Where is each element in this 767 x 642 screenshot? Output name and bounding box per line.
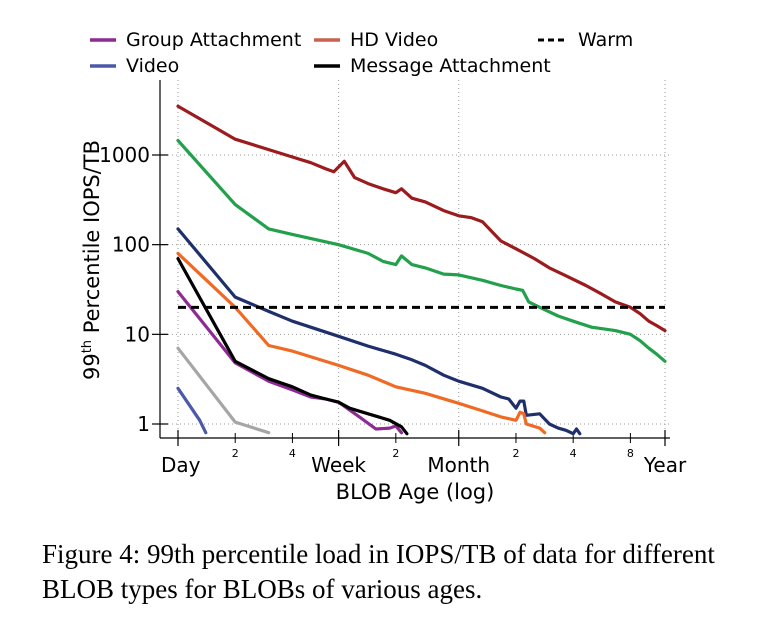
x-tick-label-major: Year (643, 453, 687, 477)
y-axis-title-main: 99 (80, 353, 104, 380)
series-line-6 (176, 346, 271, 435)
y-tick-label: 100 (112, 233, 150, 257)
y-tick-label: 1 (137, 412, 150, 436)
x-tick-label-minor: 8 (627, 447, 634, 460)
x-tick-label-minor: 2 (512, 447, 519, 460)
x-tick-label-minor: 4 (570, 447, 577, 460)
series-line-5 (176, 257, 409, 436)
y-axis-title: 99th Percentile IOPS/TB (80, 140, 104, 380)
x-axis-title: BLOB Age (log) (336, 480, 495, 504)
x-tick-label-minor: 4 (289, 447, 296, 460)
x-tick-label-minor: 2 (232, 447, 239, 460)
legend-label-hd-video: HD Video (350, 29, 438, 51)
legend-label-warm: Warm (578, 29, 633, 51)
series-line-7 (176, 386, 208, 435)
y-ticks: 1 10 100 1000 (99, 143, 168, 436)
x-tick-label-minor: 2 (392, 447, 399, 460)
chart: Group Attachment HD Video Warm Video Mes… (80, 29, 687, 504)
legend-label-video: Video (126, 55, 179, 77)
x-tick-label-major: Day (161, 453, 201, 477)
y-axis-title-sup: th (80, 340, 95, 353)
y-tick-label: 1000 (99, 143, 150, 167)
series-line-2 (176, 227, 582, 436)
y-axis-title-rest: Percentile IOPS/TB (80, 140, 104, 340)
x-ticks: Day 2 4 Week 2 Month 2 4 8 Year (161, 430, 687, 477)
legend-label-message-attachment: Message Attachment (350, 55, 551, 77)
legend-label-group-attachment: Group Attachment (126, 29, 301, 51)
x-tick-label-major: Week (311, 453, 366, 477)
series-line-4 (176, 290, 404, 435)
legend: Group Attachment HD Video Warm Video Mes… (90, 29, 633, 77)
series-line-1 (176, 138, 667, 363)
series-line-3 (176, 251, 547, 435)
axes (159, 80, 670, 439)
y-tick-label: 10 (125, 322, 150, 346)
series (176, 104, 667, 436)
x-tick-label-major: Month (427, 453, 490, 477)
series-line-0 (176, 104, 667, 333)
figure-caption: Figure 4: 99th percentile load in IOPS/T… (42, 539, 715, 604)
grid (160, 80, 670, 438)
